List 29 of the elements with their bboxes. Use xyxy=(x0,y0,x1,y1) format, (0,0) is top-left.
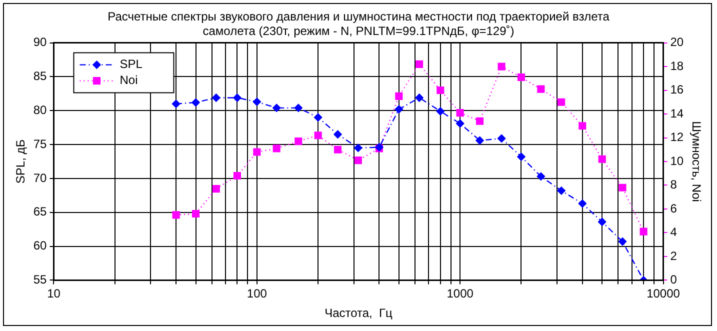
y-tick-label: 70 xyxy=(33,170,48,185)
y2-tick-label: 0 xyxy=(670,272,678,287)
chart-title: Расчетные спектры звукового давления и шумностина местности под траекторией взлета самолета (230т, режим - N, PNLTM=99.1TPNдБ, φ=129˚) xyxy=(108,10,610,38)
y2-tick-label: 20 xyxy=(670,35,684,50)
y-tick-label: 65 xyxy=(33,204,48,219)
y2-tick-label: 2 xyxy=(670,248,678,263)
x-tick-label: 10 xyxy=(47,286,61,301)
y-tick-label: 85 xyxy=(33,69,48,84)
y-axis-title: SPL, дБ xyxy=(14,139,28,184)
y2-tick-label: 8 xyxy=(670,178,678,192)
y-tick-label: 60 xyxy=(33,238,48,253)
y-tick-label: 80 xyxy=(33,102,48,117)
y-tick-label: 90 xyxy=(33,35,48,50)
y-tick-label: 55 xyxy=(33,272,48,287)
y2-tick-label: 10 xyxy=(670,154,684,168)
y2-tick-label: 18 xyxy=(670,58,684,73)
y2-tick-label: 4 xyxy=(670,225,678,240)
y2-tick-label: 14 xyxy=(670,106,684,120)
legend-label: Noi xyxy=(120,73,138,88)
y2-tick-label: 6 xyxy=(670,201,678,216)
y2-tick-label: 16 xyxy=(670,82,684,97)
y-tick-label: 75 xyxy=(33,136,48,151)
y2-axis-title: Шумность, Noi xyxy=(689,121,704,202)
x-tick-label: 1000 xyxy=(446,286,474,301)
legend-label: SPL xyxy=(120,57,143,72)
x-tick-label: 10000 xyxy=(646,286,680,301)
x-tick-label: 100 xyxy=(246,286,268,301)
x-axis-title: Частота, Гц xyxy=(324,306,393,320)
y2-tick-label: 12 xyxy=(670,130,684,144)
